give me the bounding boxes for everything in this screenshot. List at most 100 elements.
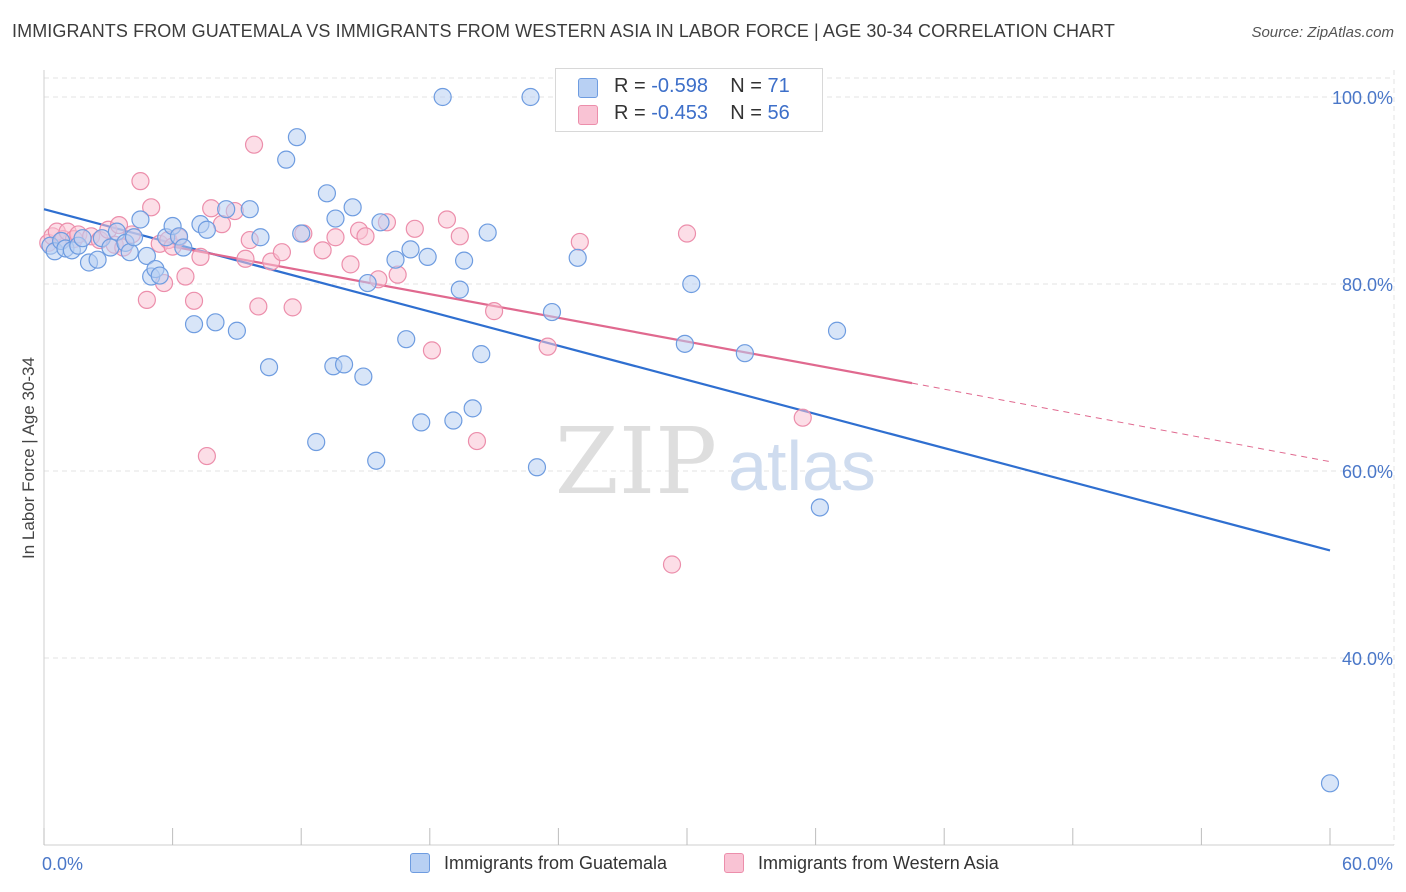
r-value-guatemala: -0.598: [651, 75, 708, 97]
n-label: N =: [730, 102, 762, 124]
point-guatemala: [675, 334, 694, 353]
point-guatemala: [371, 213, 390, 232]
point-guatemala: [131, 210, 150, 229]
x-tick-label-max: 60.0%: [1342, 854, 1393, 874]
point-guatemala: [401, 240, 420, 259]
point-western-asia: [131, 172, 150, 191]
data-points: [39, 87, 1340, 793]
r-value-western-asia: -0.453: [651, 102, 708, 124]
point-guatemala: [343, 198, 362, 217]
chart-title: IMMIGRANTS FROM GUATEMALA VS IMMIGRANTS …: [12, 21, 1116, 41]
chart-source: Source: ZipAtlas.com: [1251, 24, 1394, 41]
point-guatemala: [472, 345, 491, 364]
point-guatemala: [1320, 774, 1340, 793]
axes: [43, 70, 1394, 846]
n-label: N =: [730, 75, 762, 97]
point-guatemala: [124, 228, 144, 247]
point-western-asia: [244, 135, 264, 154]
point-guatemala: [197, 220, 216, 239]
point-guatemala: [735, 344, 754, 363]
point-guatemala: [240, 200, 259, 219]
point-guatemala: [568, 248, 587, 267]
point-western-asia: [467, 431, 487, 451]
point-guatemala: [326, 209, 345, 228]
point-guatemala: [412, 413, 431, 432]
point-western-asia: [326, 228, 345, 247]
point-western-asia: [538, 337, 557, 356]
point-guatemala: [292, 224, 311, 243]
series-name-western-asia: Immigrants from Western Asia: [758, 853, 999, 873]
point-guatemala: [354, 367, 373, 386]
point-western-asia: [184, 291, 204, 310]
trend-lines: [43, 208, 1331, 552]
point-guatemala: [827, 321, 847, 340]
point-guatemala: [386, 250, 405, 269]
point-western-asia: [662, 555, 682, 574]
point-guatemala: [367, 451, 386, 470]
legend-text-western-asia: R = -0.453 N = 56: [614, 102, 790, 125]
point-guatemala: [307, 432, 326, 452]
point-western-asia: [197, 446, 216, 466]
n-value-guatemala: 71: [767, 75, 790, 97]
point-guatemala: [251, 228, 270, 247]
point-guatemala: [88, 250, 107, 269]
point-western-asia: [191, 247, 210, 266]
x-tick-label-min: 0.0%: [42, 854, 83, 874]
point-guatemala: [137, 246, 156, 266]
point-guatemala: [73, 229, 92, 248]
watermark-zip: ZIP: [555, 408, 717, 515]
point-western-asia: [677, 224, 697, 243]
legend-swatch-pink: [578, 105, 598, 125]
point-guatemala: [101, 238, 120, 257]
point-guatemala: [454, 251, 474, 270]
gridlines: [44, 70, 1395, 845]
series-swatch-blue: [410, 853, 430, 873]
n-value-western-asia: 56: [767, 102, 790, 124]
point-guatemala: [397, 330, 416, 349]
point-guatemala: [463, 399, 482, 418]
point-guatemala: [450, 280, 469, 299]
y-tick-label: 40.0%: [1342, 649, 1393, 669]
point-western-asia: [450, 227, 469, 246]
trend-line-western-asia-extension: [911, 382, 1331, 463]
point-western-asia: [570, 232, 589, 252]
point-western-asia: [236, 249, 255, 268]
watermark: ZIP atlas: [555, 408, 876, 515]
point-guatemala: [478, 223, 497, 242]
series-swatch-pink: [724, 853, 744, 873]
point-guatemala: [542, 302, 562, 322]
point-guatemala: [227, 321, 246, 340]
y-axis-title: In Labor Force | Age 30-34: [19, 357, 38, 559]
r-label: R =: [614, 75, 646, 97]
legend-text-guatemala: R = -0.598 N = 71: [614, 75, 790, 98]
point-guatemala: [206, 313, 225, 332]
y-tick-label: 60.0%: [1342, 462, 1393, 482]
point-guatemala: [358, 273, 377, 293]
point-western-asia: [137, 290, 156, 309]
point-guatemala: [433, 87, 452, 107]
point-guatemala: [521, 87, 540, 107]
point-guatemala: [334, 355, 354, 374]
point-guatemala: [418, 247, 437, 266]
y-tick-label: 80.0%: [1342, 275, 1393, 295]
point-guatemala: [317, 184, 337, 203]
point-guatemala: [217, 200, 236, 219]
point-western-asia: [202, 199, 221, 218]
legend-swatch-blue: [578, 78, 598, 98]
point-guatemala: [682, 274, 701, 294]
point-western-asia: [283, 298, 302, 317]
point-western-asia: [356, 227, 375, 246]
correlation-legend: R = -0.598 N = 71 R = -0.453 N = 56: [555, 68, 823, 132]
point-guatemala: [287, 128, 307, 147]
point-western-asia: [142, 198, 161, 217]
point-western-asia: [249, 297, 268, 316]
trend-line-western-asia: [172, 245, 913, 385]
point-western-asia: [272, 243, 292, 262]
point-western-asia: [793, 408, 812, 427]
y-tick-label: 100.0%: [1332, 88, 1393, 108]
trend-line-guatemala: [43, 208, 1331, 552]
series-name-guatemala: Immigrants from Guatemala: [444, 853, 668, 873]
point-guatemala: [184, 315, 204, 334]
point-guatemala: [259, 358, 279, 377]
